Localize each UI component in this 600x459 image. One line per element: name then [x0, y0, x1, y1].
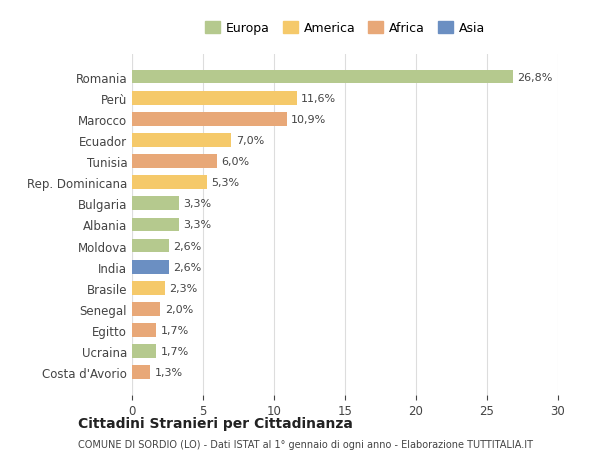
Bar [132, 155, 217, 168]
Text: 11,6%: 11,6% [301, 94, 336, 103]
Text: Cittadini Stranieri per Cittadinanza: Cittadini Stranieri per Cittadinanza [78, 416, 353, 430]
Bar [132, 260, 169, 274]
Text: 2,6%: 2,6% [173, 241, 202, 251]
Text: 2,6%: 2,6% [173, 262, 202, 272]
Legend: Europa, America, Africa, Asia: Europa, America, Africa, Asia [200, 17, 490, 40]
Text: 7,0%: 7,0% [236, 135, 264, 146]
Text: 2,0%: 2,0% [164, 304, 193, 314]
Text: 1,7%: 1,7% [160, 347, 188, 356]
Bar [132, 239, 169, 253]
Bar [132, 218, 179, 232]
Bar [132, 366, 151, 379]
Text: 3,3%: 3,3% [183, 199, 211, 209]
Bar [132, 176, 207, 190]
Text: 2,3%: 2,3% [169, 283, 197, 293]
Text: COMUNE DI SORDIO (LO) - Dati ISTAT al 1° gennaio di ogni anno - Elaborazione TUT: COMUNE DI SORDIO (LO) - Dati ISTAT al 1°… [78, 440, 533, 449]
Text: 1,3%: 1,3% [155, 368, 183, 377]
Bar [132, 134, 232, 147]
Text: 3,3%: 3,3% [183, 220, 211, 230]
Bar [132, 281, 164, 295]
Text: 26,8%: 26,8% [517, 73, 552, 82]
Bar [132, 71, 512, 84]
Bar [132, 112, 287, 126]
Text: 1,7%: 1,7% [160, 325, 188, 335]
Bar [132, 324, 156, 337]
Text: 5,3%: 5,3% [212, 178, 239, 188]
Bar [132, 345, 156, 358]
Text: 10,9%: 10,9% [291, 115, 326, 124]
Bar [132, 92, 297, 105]
Bar [132, 197, 179, 211]
Bar [132, 302, 160, 316]
Text: 6,0%: 6,0% [221, 157, 250, 167]
